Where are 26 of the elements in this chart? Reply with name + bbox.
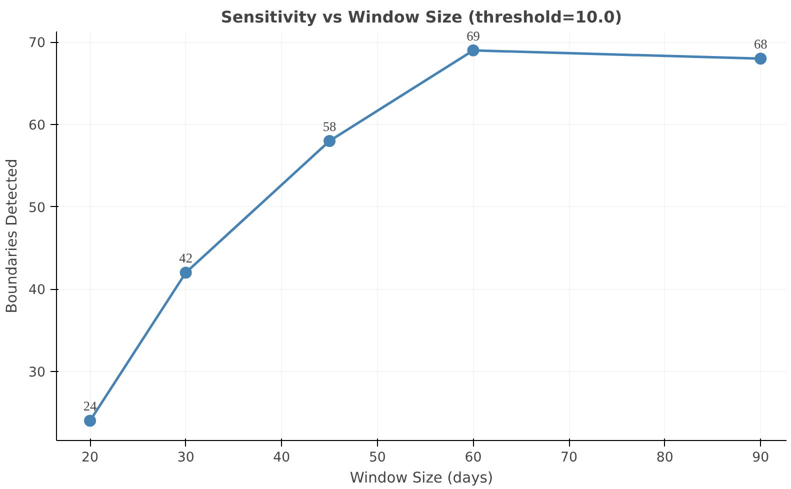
- point: [180, 266, 192, 279]
- x-tick-label: 40: [273, 450, 290, 466]
- y-tick-label: 40: [28, 283, 46, 298]
- x-tick-label: 20: [82, 450, 99, 466]
- x-tick-label: 70: [560, 450, 578, 466]
- y-tick-label: 60: [28, 118, 46, 134]
- y-tick-label: 70: [28, 36, 46, 52]
- data-label: 24: [83, 398, 98, 414]
- point: [84, 414, 96, 427]
- data-label: 58: [322, 118, 337, 134]
- x-axis-title: Window Size (days): [350, 470, 494, 486]
- x-tick-label: 50: [368, 450, 386, 466]
- y-tick-label: 50: [28, 200, 46, 216]
- point: [754, 52, 767, 65]
- y-tick-label: 30: [28, 365, 46, 380]
- chart-title: Sensitivity vs Window Size (threshold=10.0): [220, 8, 622, 26]
- x-tick-label: 80: [656, 450, 674, 466]
- data-label: 42: [179, 250, 192, 266]
- y-axis-title: Boundaries Detected: [4, 158, 21, 314]
- point: [324, 134, 336, 147]
- x-tick-label: 30: [177, 450, 194, 466]
- data-label: 68: [754, 36, 768, 52]
- x-tick-label: 60: [464, 450, 482, 466]
- data-label: 69: [466, 28, 480, 44]
- x-tick-label: 90: [752, 450, 770, 466]
- point: [467, 44, 480, 56]
